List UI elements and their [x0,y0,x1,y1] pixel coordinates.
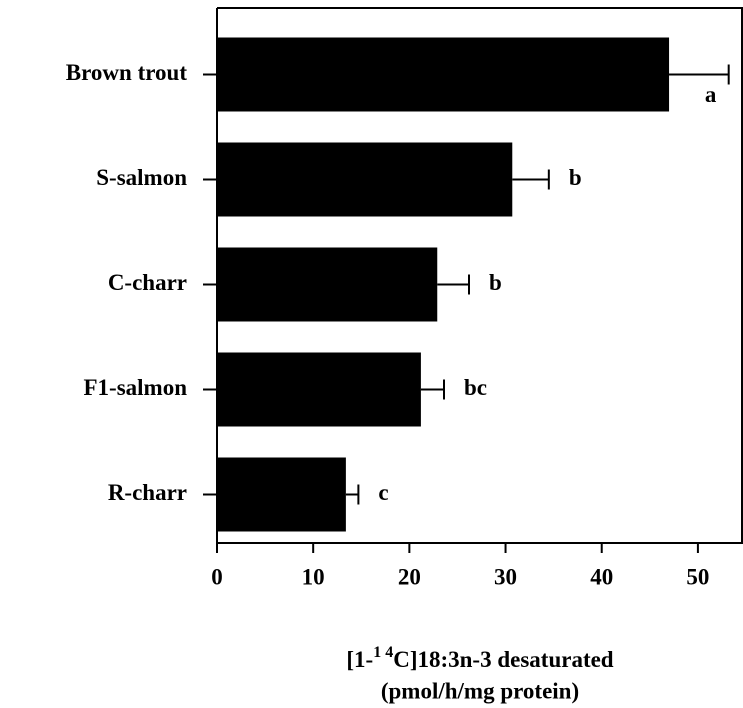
bar [217,142,513,217]
x-tick-label: 0 [211,564,223,589]
y-tick-label: S-salmon [96,165,187,190]
x-tick-label: 40 [590,564,613,589]
y-tick-label: F1-salmon [84,375,188,400]
x-label-sup: 1 4 [373,644,393,661]
x-tick-label: 30 [494,564,517,589]
y-tick-label: R-charr [108,480,187,505]
x-axis-label: [1-1 4C]18:3n-3 desaturated [346,644,613,673]
significance-letter: c [378,480,388,505]
significance-letter: b [489,270,502,295]
bar [217,247,438,322]
significance-letter: bc [464,375,487,400]
significance-letter: a [705,82,717,107]
bar [217,37,670,112]
y-tick-label: Brown trout [66,60,188,85]
x-label-part: [1- [346,647,373,672]
bar [217,457,346,532]
x-label-part: C]18:3n-3 desaturated [393,647,614,672]
x-axis-label-line2: (pmol/h/mg protein) [381,678,579,703]
x-tick-label: 20 [398,564,421,589]
x-tick-label: 50 [686,564,709,589]
y-tick-label: C-charr [108,270,187,295]
bar [217,352,421,427]
x-tick-label: 10 [302,564,325,589]
significance-letter: b [569,165,582,190]
